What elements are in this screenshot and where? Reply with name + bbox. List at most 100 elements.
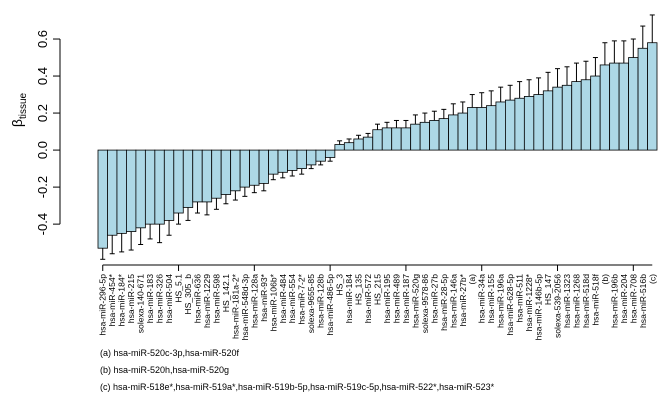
x-tick-label: solexa-140-671	[136, 274, 146, 333]
bar	[533, 94, 544, 151]
footnote: (a) hsa-miR-520c-3p,hsa-miR-520f	[100, 348, 240, 358]
bar	[628, 57, 639, 151]
bar	[647, 42, 658, 151]
y-axis-label-sub: tissue	[18, 92, 29, 119]
x-tick-label: hsa-miR-708	[628, 274, 638, 323]
bar	[505, 99, 516, 151]
x-tick-label: hsa-miR-183	[145, 274, 155, 323]
bar	[637, 47, 648, 151]
x-tick-label: hsa-miR-27b	[429, 274, 439, 323]
x-tick-label: hsa-miR-146b-5p	[534, 274, 544, 341]
y-tick-label: -0.2	[35, 176, 50, 198]
x-tick-label: HS_305_b	[183, 274, 193, 315]
bar	[287, 149, 298, 171]
bar	[268, 149, 279, 175]
bar	[410, 123, 421, 151]
x-tick-label: hsa-miR-146a	[448, 274, 458, 328]
x-tick-label: (c)	[647, 274, 657, 284]
bar	[419, 121, 431, 151]
bar	[590, 75, 601, 151]
bar	[220, 149, 232, 195]
x-tick-label: HS_135	[354, 274, 364, 305]
x-tick-label: hsa-miR-598	[211, 274, 221, 323]
bar	[571, 81, 582, 151]
y-axis-label-main: β	[9, 119, 25, 127]
bar	[182, 149, 194, 208]
bar	[334, 144, 345, 151]
x-tick-label: HS_3	[335, 274, 345, 296]
bar	[353, 138, 364, 151]
bar	[391, 127, 402, 151]
bar	[542, 90, 554, 151]
x-tick-label: hsa-miR-106b*	[268, 273, 278, 331]
x-tick-label: hsa-miR-196b	[609, 274, 619, 328]
x-tick-label: hsa-miR-554	[287, 274, 297, 323]
x-tick-label: hsa-miR-484	[278, 274, 288, 323]
bar	[495, 101, 506, 151]
x-tick-label: hsa-miR-516b	[638, 274, 648, 328]
x-tick-label: hsa-miR-1229	[202, 274, 212, 328]
y-tick-label: 0.2	[35, 104, 50, 122]
x-tick-label: hsa-miR-548d-3p	[240, 274, 250, 341]
y-tick-label: 0.6	[35, 30, 50, 48]
x-tick-label: hsa-miR-454*	[107, 273, 117, 326]
bar	[343, 142, 355, 151]
bar	[372, 129, 383, 151]
bar	[457, 112, 468, 151]
x-tick-label: hsa-miR-93*	[259, 273, 269, 321]
bar	[144, 149, 156, 225]
x-tick-label: HS_215	[373, 274, 383, 305]
bar	[599, 64, 611, 151]
x-tick-label: solexa-9578-86	[420, 274, 430, 333]
x-tick-label: HS_5.1	[174, 274, 184, 303]
x-tick-label: hsa-miR-27b*	[458, 273, 468, 326]
x-tick-label: hsa-miR-187	[401, 274, 411, 323]
bar	[154, 149, 165, 225]
bar	[211, 149, 222, 199]
bar	[296, 149, 307, 169]
bar	[135, 149, 146, 229]
bar	[163, 149, 175, 221]
bar	[324, 149, 336, 158]
x-tick-label: solexa-9655-85	[306, 274, 316, 333]
x-tick-label: hsa-miR-296-5p	[98, 274, 108, 336]
bar	[514, 97, 525, 151]
bar	[201, 149, 213, 203]
bar	[429, 120, 440, 151]
x-tick-label: hsa-miR-215	[126, 274, 136, 323]
x-tick-label: hsa-miR-520g	[410, 274, 420, 328]
bar	[362, 136, 374, 151]
bar	[523, 96, 535, 151]
x-tick-label: hsa-miR-28-5p	[439, 274, 449, 331]
bar	[107, 149, 118, 236]
bar	[486, 105, 497, 151]
bar	[467, 107, 478, 151]
bar	[476, 107, 487, 151]
bar	[315, 149, 326, 162]
x-tick-label: hsa-miR-518f	[590, 273, 600, 325]
x-tick-label: hsa-miR-34a	[477, 274, 487, 323]
bar	[116, 149, 127, 234]
bar	[381, 127, 393, 151]
x-tick-label: hsa-miR-636	[192, 274, 202, 323]
x-tick-label: hsa-miR-1228*	[524, 273, 534, 331]
y-tick-label: 0.0	[35, 141, 50, 159]
bar	[438, 118, 449, 151]
x-tick-label: hsa-miR-184*	[117, 273, 127, 326]
bar	[126, 149, 137, 232]
bar	[277, 149, 288, 173]
footnote: (c) hsa-miR-518e*,hsa-miR-519a*,hsa-miR-…	[100, 382, 495, 392]
x-tick-label: hsa-miR-489	[391, 274, 401, 323]
x-tick-label: hsa-miR-204	[619, 274, 629, 323]
x-tick-label: HS_147	[543, 274, 553, 305]
x-tick-label: hsa-miR-195	[382, 274, 392, 323]
bar	[552, 86, 563, 151]
bar	[239, 149, 250, 188]
y-tick-label: 0.4	[35, 67, 50, 85]
bar	[258, 149, 269, 184]
x-tick-label: hsa-miR-511	[515, 274, 525, 323]
x-tick-label: hsa-miR-128a	[249, 274, 259, 328]
x-tick-label: hsa-miR-155	[486, 274, 496, 323]
bar	[173, 149, 184, 214]
x-tick-label: hsa-miR-128b	[316, 274, 326, 328]
